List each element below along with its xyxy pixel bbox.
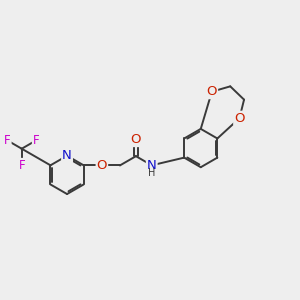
- Text: F: F: [18, 159, 25, 172]
- Text: N: N: [62, 149, 72, 162]
- Text: O: O: [131, 133, 141, 146]
- Text: F: F: [4, 134, 11, 147]
- Text: O: O: [234, 112, 245, 125]
- Text: H: H: [148, 168, 155, 178]
- Text: O: O: [207, 85, 217, 98]
- Text: N: N: [147, 159, 157, 172]
- Text: O: O: [97, 159, 107, 172]
- Text: F: F: [33, 134, 39, 147]
